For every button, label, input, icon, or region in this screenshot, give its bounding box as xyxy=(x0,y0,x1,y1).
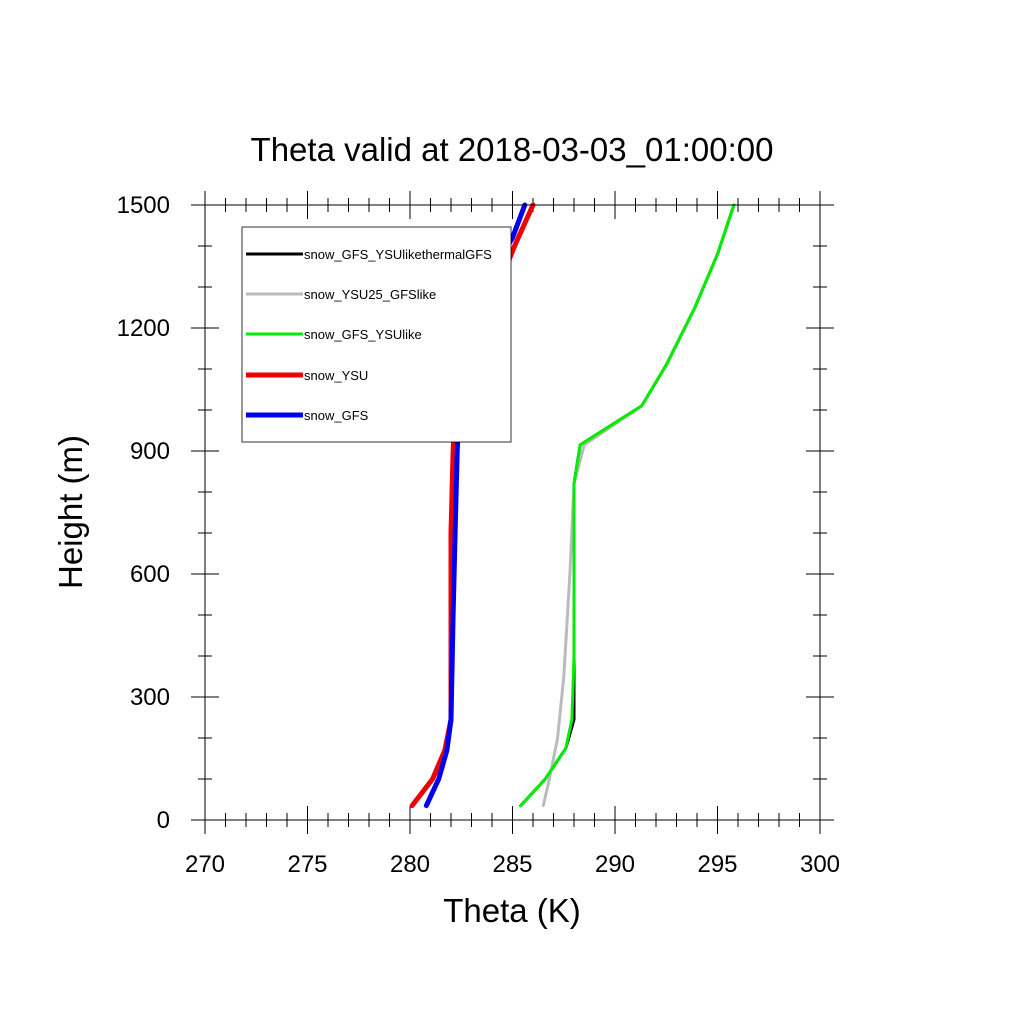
legend-label: snow_GFS_YSUlike xyxy=(304,327,422,342)
x-axis-label: Theta (K) xyxy=(443,892,581,929)
legend-label: snow_GFS_YSUlikethermalGFS xyxy=(304,247,492,262)
x-tick-label: 290 xyxy=(595,851,635,878)
x-tick-label: 280 xyxy=(390,851,430,878)
legend: snow_GFS_YSUlikethermalGFS snow_YSU25_GFS… xyxy=(241,226,512,443)
legend-label: snow_YSU25_GFSlike xyxy=(304,287,436,302)
y-axis-label: Height (m) xyxy=(52,435,89,589)
y-tick-label: 1500 xyxy=(117,192,170,219)
plot-frame xyxy=(204,204,821,821)
x-tick-label: 285 xyxy=(492,851,532,878)
x-tick-label: 275 xyxy=(287,851,327,878)
y-tick-label: 300 xyxy=(130,684,170,711)
x-tick-label: 270 xyxy=(185,851,225,878)
chart-title: Theta valid at 2018-03-03_01:00:00 xyxy=(251,131,774,168)
y-tick-label: 900 xyxy=(130,438,170,465)
y-tick-label: 600 xyxy=(130,561,170,588)
tick-labels: 270 275 280 285 290 295 300 0 300 600 900 1200 1500 xyxy=(117,192,840,878)
x-tick-label: 300 xyxy=(800,851,840,878)
y-tick-label: 1200 xyxy=(117,315,170,342)
y-tick-label: 0 xyxy=(157,807,170,834)
series-line-snow-gfs-ysulike xyxy=(519,203,736,808)
legend-label: snow_YSU xyxy=(304,368,368,383)
legend-label: snow_GFS xyxy=(304,408,369,423)
x-tick-label: 295 xyxy=(697,851,737,878)
legend-entries: snow_GFS_YSUlikethermalGFS snow_YSU25_GFS… xyxy=(246,247,492,423)
